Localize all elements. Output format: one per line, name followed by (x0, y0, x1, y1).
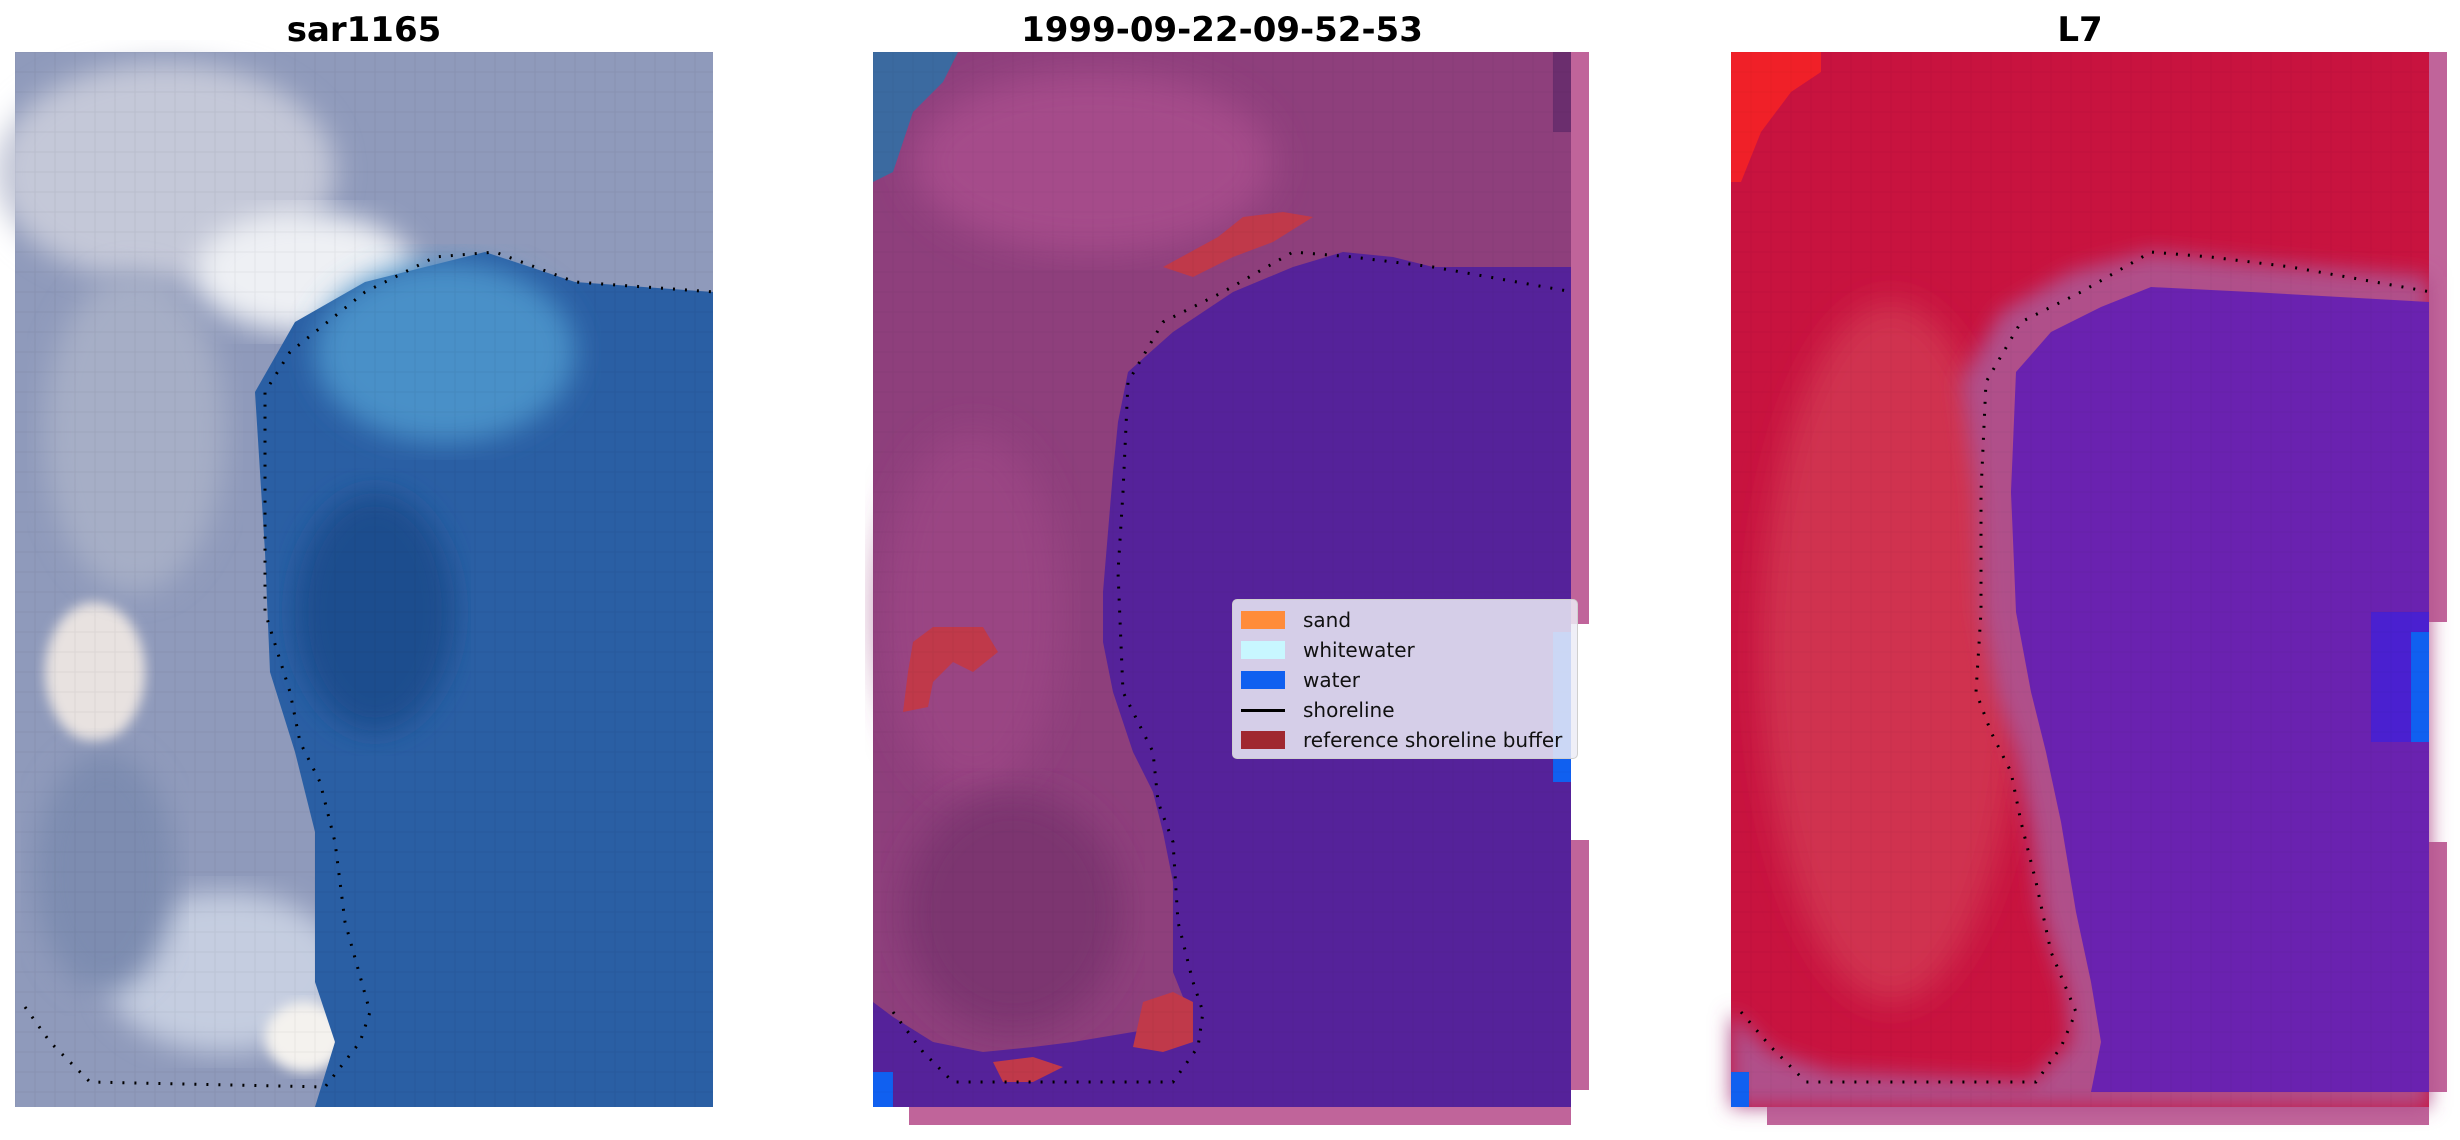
buffer-swatch (1241, 731, 1285, 749)
legend-item-water: water (1241, 666, 1360, 694)
legend-label: reference shoreline buffer (1303, 728, 1563, 752)
panel-title-classification: 1999-09-22-09-52-53 (1021, 10, 1423, 50)
legend-item-whitewater: whitewater (1241, 636, 1415, 664)
legend-label: whitewater (1303, 638, 1415, 662)
rgb-satellite-image (0, 52, 716, 1107)
legend-item-sand: sand (1241, 606, 1351, 634)
index-image (1731, 52, 2447, 1125)
shoreline-line-sample (1241, 708, 1285, 712)
image-border-right (1571, 52, 1589, 624)
legend-label: sand (1303, 608, 1352, 632)
classification-image (873, 52, 1589, 1125)
image-border-right (2429, 842, 2447, 1092)
panel-title-rgb: sar1165 (286, 10, 442, 50)
legend-label: shoreline (1303, 698, 1395, 722)
panel-title-index: L7 (2057, 10, 2103, 50)
water-swatch (1241, 671, 1285, 689)
image-border-right (1571, 840, 1589, 1090)
legend-item-buffer: reference shoreline buffer (1241, 726, 1562, 754)
sand-swatch (1241, 611, 1285, 629)
legend-item-shoreline: shoreline (1241, 696, 1395, 724)
whitewater-swatch (1241, 641, 1285, 659)
legend-label: water (1303, 668, 1360, 692)
image-border-bottom (909, 1107, 1571, 1125)
legend: sand whitewater water shoreline referenc… (1232, 599, 1578, 759)
image-border-bottom (1767, 1107, 2429, 1125)
image-border-right (2429, 52, 2447, 622)
